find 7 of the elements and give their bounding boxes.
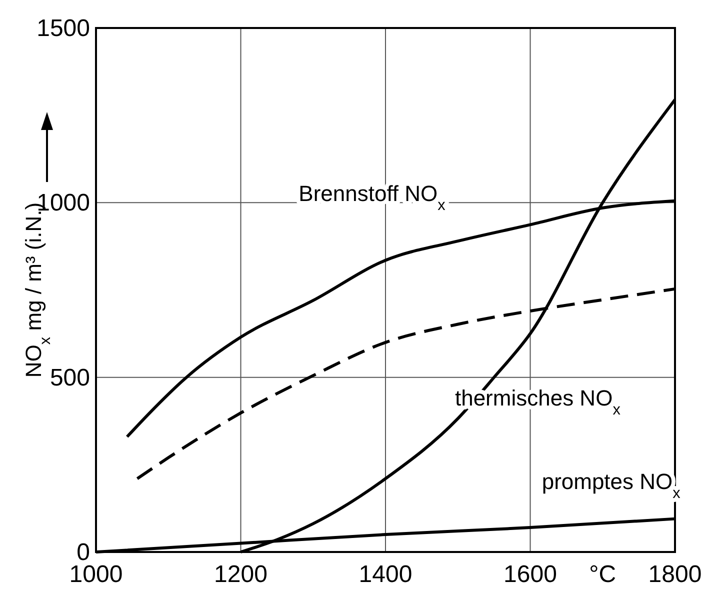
x-tick-label: 1200 (214, 561, 268, 588)
x-tick-label: 1400 (358, 561, 412, 588)
y-tick-label: 1500 (36, 15, 90, 42)
x-tick-label: 1600 (504, 561, 557, 588)
y-tick-label: 500 (50, 364, 90, 392)
x-tick-label: 1800 (648, 561, 702, 588)
x-axis-title: °C (589, 561, 616, 588)
